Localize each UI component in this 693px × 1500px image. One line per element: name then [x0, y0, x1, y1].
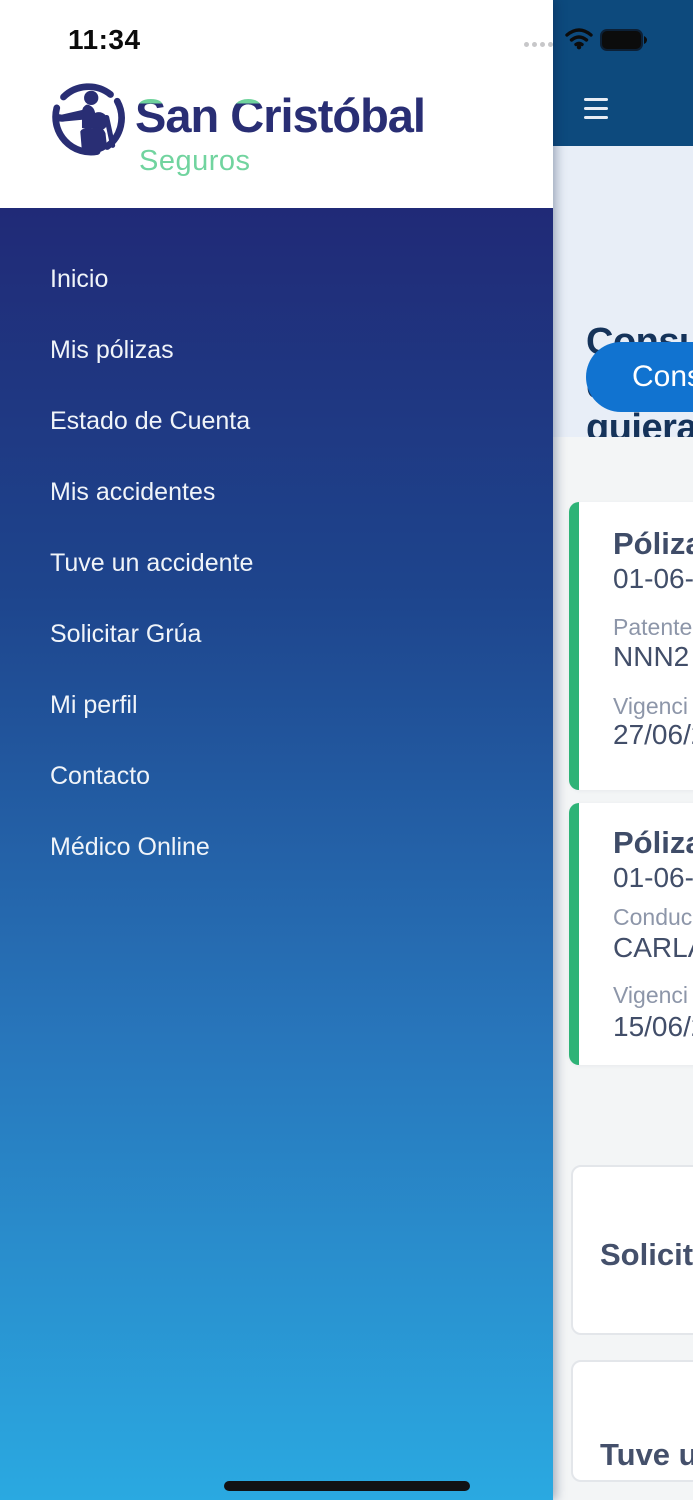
hero-section: Consu donde quiera Cons	[553, 146, 693, 449]
policy-card[interactable]: Póliza 01-06- Conduc CARLA Vigenci 15/06…	[569, 803, 693, 1065]
policy-field-value: CARLA	[613, 932, 693, 963]
policy-number: 01-06-	[613, 862, 693, 893]
policy-card-accent-bar	[569, 803, 579, 1065]
brand-subtitle: Seguros	[139, 145, 251, 177]
action-card-label: Solicit	[600, 1237, 693, 1272]
menu-item-mis-accidentes[interactable]: Mis accidentes	[50, 478, 216, 506]
policy-card-accent-bar	[569, 502, 579, 790]
policy-field-label: Vigenci	[613, 693, 689, 719]
policy-field-value: NNN2	[613, 641, 690, 672]
menu-item-estado-de-cuenta[interactable]: Estado de Cuenta	[50, 407, 251, 435]
wifi-icon	[565, 28, 593, 50]
menu-item-mi-perfil[interactable]: Mi perfil	[50, 691, 138, 719]
brand-letter-accent: S	[135, 89, 166, 142]
cellular-signal-dots-icon	[524, 42, 553, 47]
menu-item-mis-polizas[interactable]: Mis pólizas	[50, 336, 174, 364]
navigation-drawer: 11:34 San Cristóbal Seguros Inicio Mis p…	[0, 0, 553, 1500]
action-card-tuve-accidente[interactable]: Tuve u	[571, 1360, 693, 1482]
drawer-menu: Inicio Mis pólizas Estado de Cuenta Mis …	[0, 208, 553, 1500]
drawer-header: 11:34 San Cristóbal Seguros	[0, 0, 553, 208]
menu-item-contacto[interactable]: Contacto	[50, 762, 151, 790]
status-bar-time: 11:34	[68, 24, 141, 55]
battery-icon	[600, 29, 647, 51]
menu-item-tuve-un-accidente[interactable]: Tuve un accidente	[50, 549, 254, 577]
menu-item-solicitar-grua[interactable]: Solicitar Grúa	[50, 620, 202, 648]
policy-title: Póliza	[613, 526, 693, 561]
home-indicator[interactable]	[224, 1481, 470, 1491]
policy-field-label: Patente	[613, 614, 693, 640]
brand-wordmark: San Cristóbal	[135, 88, 426, 143]
policy-field-label: Vigenci	[613, 982, 689, 1008]
menu-item-medico-online[interactable]: Médico Online	[50, 833, 210, 861]
action-card-solicitar[interactable]: Solicit	[571, 1165, 693, 1335]
policy-field-value: 27/06/2	[613, 719, 693, 750]
san-cristobal-emblem-icon	[52, 83, 125, 156]
consult-button[interactable]: Cons	[586, 342, 693, 412]
brand-letter: an	[165, 89, 231, 142]
brand-letter-accent: C	[230, 89, 264, 142]
policy-field-value: 15/06/2	[613, 1011, 693, 1042]
app-header-bar	[553, 0, 693, 146]
policy-field-label: Conduc	[613, 904, 693, 930]
policy-title: Póliza	[613, 825, 693, 860]
action-card-label: Tuve u	[600, 1437, 693, 1472]
policy-card[interactable]: Póliza 01-06- Patente NNN2 Vigenci 27/06…	[569, 502, 693, 790]
hamburger-menu-icon[interactable]	[584, 98, 608, 122]
brand-letter: ristóbal	[263, 89, 426, 142]
main-screen: Consu donde quiera Cons Póliza 01-06- Pa…	[553, 0, 693, 1500]
menu-item-inicio[interactable]: Inicio	[50, 265, 109, 293]
policy-number: 01-06-	[613, 563, 693, 594]
